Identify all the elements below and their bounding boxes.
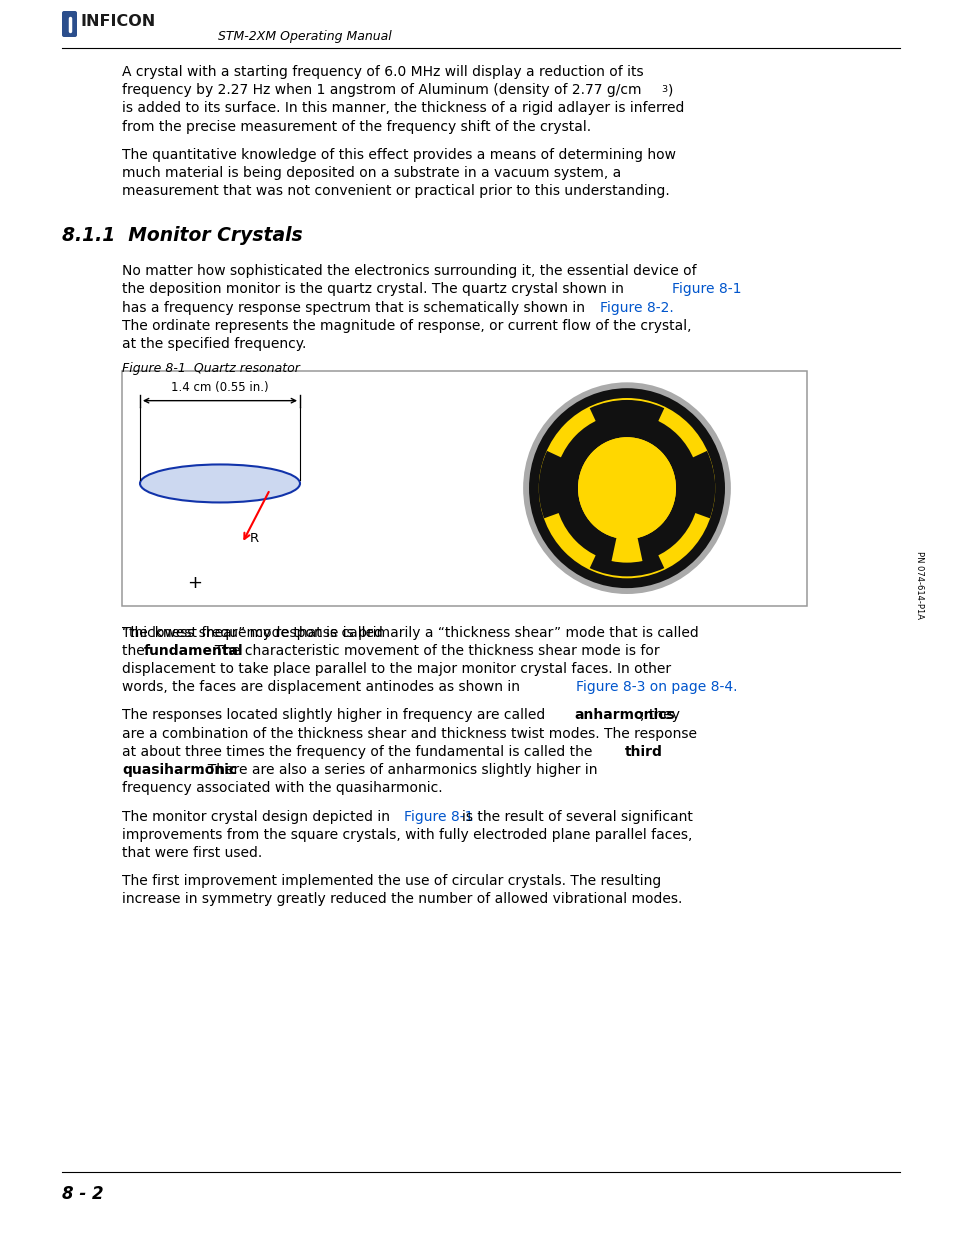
- Ellipse shape: [554, 414, 699, 563]
- Text: STM-2XM Operating Manual: STM-2XM Operating Manual: [218, 30, 392, 43]
- Text: The responses located slightly higher in frequency are called: The responses located slightly higher in…: [122, 709, 549, 722]
- Text: ; they: ; they: [639, 709, 679, 722]
- Text: Figure 8-1: Figure 8-1: [403, 809, 473, 824]
- Text: INFICON: INFICON: [81, 15, 156, 30]
- Text: Figure 8-1  Quartz resonator: Figure 8-1 Quartz resonator: [122, 362, 299, 374]
- Ellipse shape: [538, 398, 715, 578]
- Wedge shape: [538, 451, 564, 519]
- Text: “thickness shear” mode that is called: “thickness shear” mode that is called: [122, 626, 382, 640]
- Wedge shape: [589, 551, 663, 577]
- Text: measurement that was not convenient or practical prior to this understanding.: measurement that was not convenient or p…: [122, 184, 669, 198]
- Text: . There are also a series of anharmonics slightly higher in: . There are also a series of anharmonics…: [199, 763, 597, 777]
- FancyBboxPatch shape: [122, 370, 806, 605]
- Text: Figure 8-1: Figure 8-1: [671, 283, 740, 296]
- Text: from the precise measurement of the frequency shift of the crystal.: from the precise measurement of the freq…: [122, 120, 591, 133]
- Text: R: R: [250, 532, 259, 545]
- Wedge shape: [688, 451, 715, 519]
- Text: 8 - 2: 8 - 2: [62, 1186, 104, 1203]
- Ellipse shape: [578, 437, 676, 540]
- Text: The monitor crystal design depicted in: The monitor crystal design depicted in: [122, 809, 394, 824]
- FancyBboxPatch shape: [62, 11, 77, 37]
- Text: at about three times the frequency of the fundamental is called the: at about three times the frequency of th…: [122, 745, 597, 758]
- Text: Figure 8-2.: Figure 8-2.: [599, 300, 674, 315]
- Text: are a combination of the thickness shear and thickness twist modes. The response: are a combination of the thickness shear…: [122, 726, 697, 741]
- Ellipse shape: [578, 437, 676, 540]
- Text: the deposition monitor is the quartz crystal. The quartz crystal shown in: the deposition monitor is the quartz cry…: [122, 283, 628, 296]
- Text: A crystal with a starting frequency of 6.0 MHz will display a reduction of its: A crystal with a starting frequency of 6…: [122, 65, 643, 79]
- Text: . The characteristic movement of the thickness shear mode is for: . The characteristic movement of the thi…: [206, 643, 659, 658]
- Text: anharmonics: anharmonics: [574, 709, 674, 722]
- Text: frequency by 2.27 Hz when 1 angstrom of Aluminum (density of 2.77 g/cm: frequency by 2.27 Hz when 1 angstrom of …: [122, 83, 640, 98]
- Text: frequency associated with the quasiharmonic.: frequency associated with the quasiharmo…: [122, 782, 442, 795]
- Text: is the result of several significant: is the result of several significant: [461, 809, 692, 824]
- Text: displacement to take place parallel to the major monitor crystal faces. In other: displacement to take place parallel to t…: [122, 662, 670, 676]
- Text: third: third: [624, 745, 661, 758]
- Text: No matter how sophisticated the electronics surrounding it, the essential device: No matter how sophisticated the electron…: [122, 264, 696, 278]
- Ellipse shape: [522, 383, 730, 594]
- Text: that were first used.: that were first used.: [122, 846, 262, 860]
- Text: improvements from the square crystals, with fully electroded plane parallel face: improvements from the square crystals, w…: [122, 827, 692, 842]
- Wedge shape: [589, 400, 663, 426]
- Text: The ordinate represents the magnitude of response, or current flow of the crysta: The ordinate represents the magnitude of…: [122, 319, 691, 333]
- Ellipse shape: [529, 388, 724, 588]
- Text: fundamental: fundamental: [143, 643, 243, 658]
- Text: 1.4 cm (0.55 in.): 1.4 cm (0.55 in.): [171, 380, 269, 394]
- Text: ): ): [667, 83, 672, 98]
- Text: 8.1.1  Monitor Crystals: 8.1.1 Monitor Crystals: [62, 226, 302, 245]
- Wedge shape: [611, 536, 641, 563]
- Text: much material is being deposited on a substrate in a vacuum system, a: much material is being deposited on a su…: [122, 165, 620, 180]
- Ellipse shape: [140, 464, 299, 503]
- Text: has a frequency response spectrum that is schematically shown in: has a frequency response spectrum that i…: [122, 300, 589, 315]
- Text: The lowest frequency response is primarily a “thickness shear” mode that is call: The lowest frequency response is primari…: [122, 626, 698, 640]
- Text: quasiharmonic: quasiharmonic: [122, 763, 237, 777]
- Text: words, the faces are displacement antinodes as shown in: words, the faces are displacement antino…: [122, 680, 524, 694]
- Text: Figure 8-3 on page 8-4.: Figure 8-3 on page 8-4.: [576, 680, 738, 694]
- Text: is added to its surface. In this manner, the thickness of a rigid adlayer is inf: is added to its surface. In this manner,…: [122, 101, 683, 115]
- Text: 3: 3: [660, 85, 667, 94]
- Text: PN 074-614-P1A: PN 074-614-P1A: [915, 551, 923, 619]
- Text: the: the: [122, 643, 149, 658]
- Text: at the specified frequency.: at the specified frequency.: [122, 337, 306, 351]
- Text: The first improvement implemented the use of circular crystals. The resulting: The first improvement implemented the us…: [122, 874, 660, 888]
- Text: +: +: [188, 574, 202, 592]
- Text: increase in symmetry greatly reduced the number of allowed vibrational modes.: increase in symmetry greatly reduced the…: [122, 893, 681, 906]
- Text: The quantitative knowledge of this effect provides a means of determining how: The quantitative knowledge of this effec…: [122, 148, 676, 162]
